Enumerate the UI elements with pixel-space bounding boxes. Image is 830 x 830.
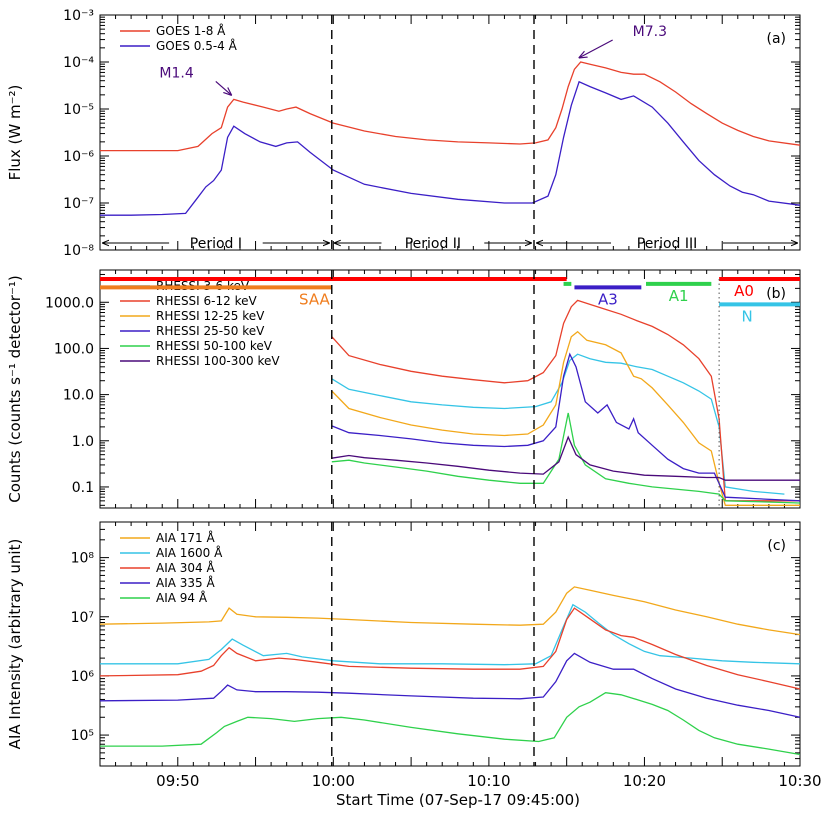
series-line <box>100 61 801 152</box>
panel-a: 10⁻⁸ 10⁻⁷ 10⁻⁶ 10⁻⁵ 10⁻⁴ 10⁻³ (a) Flux (W m⁻²) G… <box>6 8 801 259</box>
panel-tag: (a) <box>766 31 786 47</box>
y-axis-label: Counts (counts s⁻¹ detector⁻¹) <box>6 275 24 503</box>
panel-a-frame <box>99 14 801 251</box>
period-label: Period III <box>637 236 698 252</box>
series-line <box>331 299 800 502</box>
x-tick-label: 10:30 <box>778 772 821 790</box>
panel-b-frame <box>99 269 801 509</box>
y-tick-label: 1.0 <box>72 434 94 450</box>
flare-class-label: M7.3 <box>633 24 667 40</box>
series-line <box>100 80 801 216</box>
x-tick-label: 10:20 <box>623 772 666 790</box>
x-axis-label: Start Time (07-Sep-17 09:45:00) <box>336 791 580 809</box>
y-tick-label: 10⁶ <box>71 669 95 685</box>
legend-entry: GOES 0.5-4 Å <box>156 38 238 53</box>
y-tick-label: 10⁸ <box>71 551 95 567</box>
y-tick-label: 10⁷ <box>71 610 94 626</box>
panel-c-frame <box>99 521 801 767</box>
status-bar-label: N <box>741 307 752 325</box>
legend-entry: RHESSI 12-25 keV <box>156 309 265 323</box>
legend-entry: AIA 94 Å <box>156 590 208 605</box>
legend-entry: AIA 171 Å <box>156 530 215 545</box>
panel-b: 0.1 1.0 10.0 100.0 1000.0 (b) Counts (counts s… <box>6 269 801 509</box>
series-line <box>99 607 801 690</box>
series-line <box>100 692 801 756</box>
y-tick-label: 10.0 <box>63 388 94 404</box>
status-bar-label: A3 <box>598 290 618 308</box>
x-tick-label: 09:50 <box>156 772 199 790</box>
y-tick-label: 0.1 <box>72 480 94 496</box>
series-line <box>331 330 800 506</box>
y-tick-label: 10⁻⁵ <box>63 102 94 118</box>
period-label: Period II <box>405 236 461 252</box>
series-line <box>99 586 801 636</box>
x-tick-label: 10:10 <box>467 772 510 790</box>
series-line <box>99 652 801 718</box>
legend-entry: GOES 1-8 Å <box>156 23 226 38</box>
y-tick-label: 10⁵ <box>71 728 94 744</box>
series-line <box>331 412 801 504</box>
flare-class-label: M1.4 <box>159 65 193 81</box>
y-tick-label: 10⁻⁸ <box>63 243 94 259</box>
series-line <box>331 352 801 502</box>
legend-entry: RHESSI 6-12 keV <box>156 294 257 308</box>
legend-entry: RHESSI 25-50 keV <box>156 324 265 338</box>
y-tick-label: 10⁻⁷ <box>63 196 94 212</box>
legend-entry: AIA 304 Å <box>156 560 215 575</box>
panel-tag: (c) <box>767 538 786 554</box>
status-bar-label: A1 <box>669 287 689 305</box>
legend-entry: RHESSI 50-100 keV <box>156 339 273 353</box>
y-tick-label: 10⁻⁶ <box>63 149 94 165</box>
legend-entry: AIA 335 Å <box>156 575 215 590</box>
x-tick-label: 10:00 <box>312 772 355 790</box>
y-axis-label: AIA Intensity (arbitrary unit) <box>6 539 24 750</box>
status-bar-label: SAA <box>299 290 330 308</box>
y-tick-label: 10⁻³ <box>63 8 94 24</box>
y-axis-label: Flux (W m⁻²) <box>6 85 24 181</box>
y-tick-label: 1000.0 <box>45 295 94 311</box>
status-bar-label: A0 <box>734 282 754 300</box>
series-line <box>331 353 785 495</box>
annotation-arrow <box>215 80 232 95</box>
series-line <box>331 435 800 481</box>
period-label: Period I <box>190 236 242 252</box>
panel-tag: (b) <box>766 286 786 302</box>
y-tick-label: 100.0 <box>54 341 94 357</box>
series-line <box>100 603 801 666</box>
annotation-arrow <box>579 39 613 58</box>
y-tick-label: 10⁻⁴ <box>63 55 94 71</box>
legend-entry: AIA 1600 Å <box>156 545 223 560</box>
legend-entry: RHESSI 100-300 keV <box>156 354 280 368</box>
panel-c: 10⁵ 10⁶ 10⁷ 10⁸ (c) AIA Intensity (arbitrary … <box>6 521 801 767</box>
